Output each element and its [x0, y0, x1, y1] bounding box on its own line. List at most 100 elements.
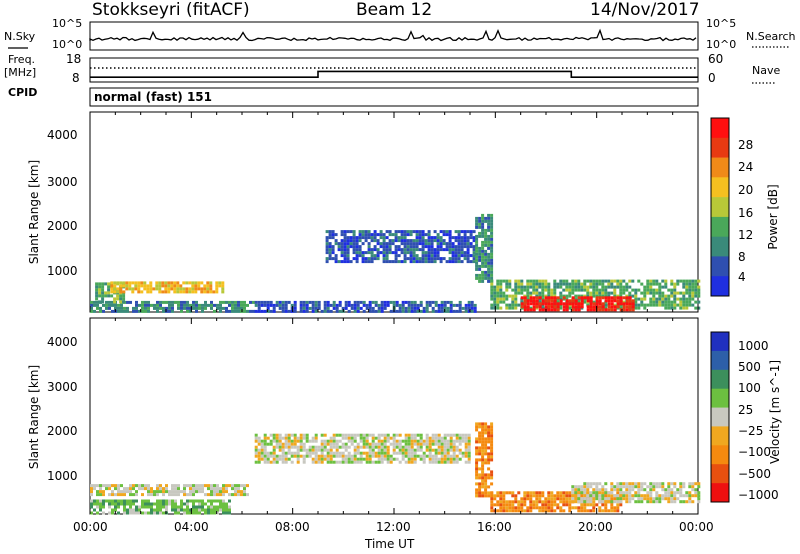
- power-cell-5: [484, 261, 488, 265]
- velocity-cell-4: [550, 509, 554, 513]
- velocity-cell-2: [392, 451, 396, 455]
- power-cell-6: [691, 279, 695, 283]
- power-cell-4: [406, 245, 410, 249]
- power-cell-7: [574, 302, 578, 306]
- power-cell-3: [266, 306, 270, 310]
- velocity-cell-0: [201, 484, 204, 488]
- power-cell-3: [380, 306, 384, 310]
- power-cell-0: [219, 306, 222, 310]
- power-cell-4: [355, 245, 359, 249]
- velocity-cell-5: [679, 485, 683, 489]
- velocity-cell-5: [586, 482, 590, 486]
- velocity-cell-2: [383, 445, 387, 449]
- power-cell-4: [421, 236, 425, 240]
- velocity-cell-2: [440, 454, 444, 458]
- velocity-cell-2: [377, 457, 381, 461]
- velocity-cell-3: [490, 437, 494, 441]
- power-colorbar: [710, 117, 730, 297]
- power-cell-4: [346, 251, 350, 255]
- power-cell-6: [589, 282, 593, 286]
- velocity-cell-3: [484, 449, 488, 453]
- velocity-cell-2: [380, 433, 384, 437]
- power-cell-6: [616, 282, 620, 286]
- power-cell-2: [206, 281, 210, 285]
- velocity-cell-1: [150, 511, 153, 515]
- power-cell-0: [105, 303, 108, 307]
- power-cell-4: [385, 251, 389, 255]
- power-cell-2: [188, 281, 192, 285]
- power-cell-3: [275, 303, 279, 307]
- power-cell-2: [122, 290, 126, 294]
- velocity-cell-2: [257, 439, 261, 443]
- power-cell-6: [604, 291, 608, 295]
- power-cell-0: [201, 309, 204, 313]
- power-cell-3: [443, 300, 447, 304]
- velocity-cell-1: [114, 499, 117, 503]
- power-cell-6: [676, 279, 680, 283]
- power-cell-6: [514, 282, 518, 286]
- power-cell-6: [493, 303, 497, 307]
- velocity-colorbar-segment-4: [711, 407, 729, 427]
- velocity-cell-5: [628, 494, 632, 498]
- power-cell-2: [164, 281, 168, 285]
- velocity-cell-1: [138, 511, 141, 515]
- velocity-cell-4: [547, 500, 551, 504]
- power-cell-7: [589, 305, 593, 309]
- velocity-cell-4: [508, 506, 512, 510]
- power-cell-5: [475, 225, 479, 229]
- power-cell-6: [514, 300, 518, 304]
- power-cell-4: [460, 236, 464, 240]
- velocity-cell-4: [559, 494, 563, 498]
- power-cell-4: [418, 248, 422, 252]
- power-cell-0: [90, 300, 93, 304]
- velocity-cell-5: [583, 485, 587, 489]
- power-cell-2: [212, 290, 216, 294]
- power-cell-6: [655, 279, 659, 283]
- velocity-cell-5: [574, 494, 578, 498]
- power-cell-3: [410, 309, 414, 313]
- power-cell-6: [529, 285, 533, 289]
- power-cell-2: [131, 287, 135, 291]
- power-cell-6: [625, 288, 629, 292]
- power-cell-4: [340, 239, 344, 243]
- velocity-cell-4: [538, 509, 542, 513]
- power-cell-5: [487, 219, 491, 223]
- velocity-cell-5: [598, 500, 602, 504]
- power-cell-7: [538, 308, 542, 312]
- power-cell-7: [589, 302, 593, 306]
- velocity-cell-2: [341, 460, 345, 464]
- velocity-cell-2: [407, 457, 411, 461]
- power-cell-2: [137, 290, 141, 294]
- power-cell-5: [478, 219, 482, 223]
- power-cell-4: [430, 239, 434, 243]
- power-cell-6: [559, 291, 563, 295]
- velocity-cell-2: [260, 442, 264, 446]
- power-cell-6: [652, 300, 656, 304]
- velocity-cell-2: [407, 442, 411, 446]
- velocity-cell-3: [478, 494, 482, 498]
- velocity-cell-2: [407, 454, 411, 458]
- velocity-cell-5: [604, 488, 608, 492]
- velocity-cell-0: [177, 487, 180, 491]
- power-cell-3: [284, 306, 288, 310]
- velocity-cell-2: [449, 442, 453, 446]
- power-cell-1: [101, 300, 105, 304]
- velocity-cell-2: [362, 439, 366, 443]
- power-cell-5: [490, 261, 494, 265]
- power-cell-6: [676, 291, 680, 295]
- power-cell-3: [311, 303, 315, 307]
- velocity-cell-5: [649, 497, 653, 501]
- power-cell-6: [592, 282, 596, 286]
- power-cell-2: [152, 287, 156, 291]
- power-cell-2: [197, 281, 201, 285]
- velocity-cell-2: [323, 445, 327, 449]
- power-cell-2: [113, 284, 117, 288]
- velocity-cell-2: [401, 451, 405, 455]
- power-cell-6: [619, 306, 623, 310]
- power-cell-7: [532, 308, 536, 312]
- velocity-cell-2: [464, 451, 468, 455]
- power-cell-4: [367, 260, 371, 264]
- power-cell-4: [445, 260, 449, 264]
- velocity-cell-5: [583, 491, 587, 495]
- velocity-cell-0: [231, 484, 234, 488]
